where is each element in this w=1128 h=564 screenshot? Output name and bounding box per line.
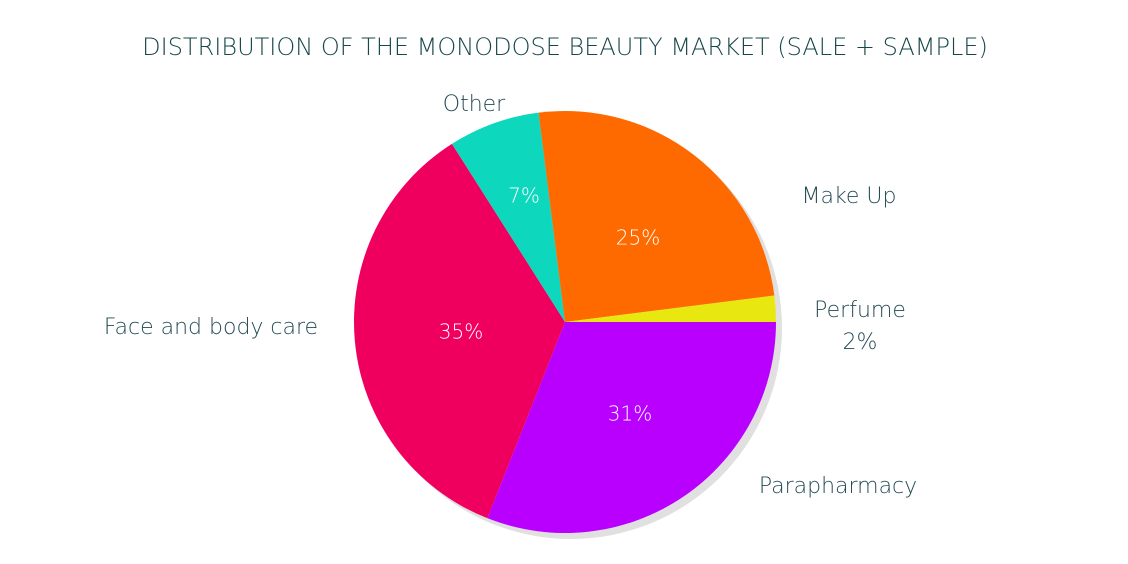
pie-slice [487,322,777,534]
pie-slice [354,143,565,519]
pie-slice [538,110,775,322]
slice-label: Other [443,92,506,117]
value-label: 2% [843,330,878,355]
value-label: 35% [439,320,483,344]
pie-slice [451,112,565,323]
pie-slice [565,295,776,322]
slice-label: Perfume [814,298,906,323]
slice-label: Face and body care [104,315,318,340]
slice-label: Make Up [801,184,896,209]
value-label: 7% [508,184,540,208]
chart-title: DISTRIBUTION OF THE MONODOSE BEAUTY MARK… [142,33,988,61]
value-label: 25% [616,226,660,250]
value-label: 31% [608,402,652,426]
slice-label: Parapharmacy [759,474,917,499]
